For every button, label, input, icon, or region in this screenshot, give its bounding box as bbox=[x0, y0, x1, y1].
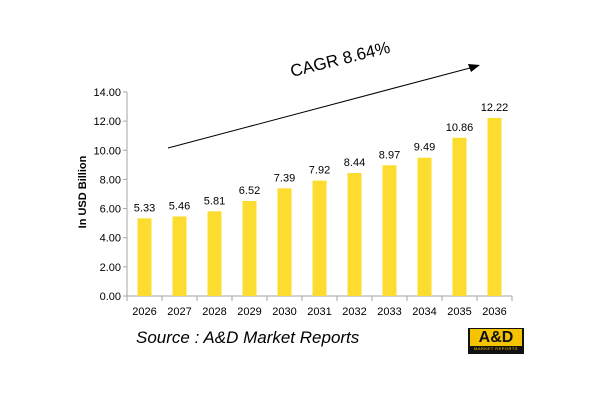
bar bbox=[207, 211, 222, 296]
y-tick-label: 14.00 bbox=[93, 87, 121, 99]
x-tick-label: 2029 bbox=[237, 306, 261, 318]
x-tick-label: 2031 bbox=[307, 306, 331, 318]
y-tick-label: 8.00 bbox=[100, 174, 121, 186]
x-tick-label: 2036 bbox=[482, 306, 506, 318]
y-tick-label: 12.00 bbox=[93, 116, 121, 128]
x-tick-label: 2030 bbox=[272, 306, 296, 318]
company-logo: A&D MARKET REPORTS bbox=[468, 328, 524, 354]
bar-value-label: 9.49 bbox=[414, 142, 435, 154]
logo-subtitle: MARKET REPORTS bbox=[474, 346, 518, 351]
bar bbox=[417, 157, 432, 296]
y-tick-label: 4.00 bbox=[100, 233, 121, 245]
bar-value-label: 8.44 bbox=[344, 157, 365, 169]
bar-value-label: 6.52 bbox=[239, 185, 260, 197]
y-tick-label: 10.00 bbox=[93, 145, 121, 157]
y-axis-label: In USD Billion bbox=[77, 155, 89, 228]
bar bbox=[277, 188, 292, 296]
bar-value-label: 5.33 bbox=[134, 202, 155, 214]
x-tick-label: 2034 bbox=[412, 306, 436, 318]
bar-value-label: 7.39 bbox=[274, 172, 295, 184]
x-tick-label: 2027 bbox=[167, 306, 191, 318]
x-tick-label: 2026 bbox=[132, 306, 156, 318]
bar-value-label: 5.46 bbox=[169, 200, 190, 212]
bar-value-label: 10.86 bbox=[446, 122, 474, 134]
chart-labels: 5.33 2026 5.46 2027 5.81 2028 6.52 2029 7.39 2030… bbox=[132, 102, 508, 318]
bar bbox=[172, 216, 187, 296]
cagr-annotation: CAGR 8.64% bbox=[288, 38, 392, 81]
bar bbox=[347, 173, 362, 296]
cagr-trend-arrow bbox=[167, 64, 480, 149]
trend-arrow-head bbox=[468, 64, 480, 72]
chart-bars bbox=[137, 117, 502, 297]
source-caption: Source : A&D Market Reports bbox=[136, 328, 360, 347]
chart-axes: 0.00 2.00 4.00 6.00 8.00 10.00 12.00 14.00 bbox=[93, 87, 513, 303]
logo-mark: A&D bbox=[470, 329, 522, 346]
x-tick-label: 2033 bbox=[377, 306, 401, 318]
bar bbox=[452, 137, 467, 296]
trend-arrow-line bbox=[167, 67, 471, 149]
y-tick-label: 6.00 bbox=[100, 204, 121, 216]
bar-value-label: 8.97 bbox=[379, 149, 400, 161]
bar bbox=[382, 165, 397, 296]
bar-value-label: 12.22 bbox=[481, 102, 509, 114]
bar-value-label: 5.81 bbox=[204, 195, 225, 207]
bar-value-label: 7.92 bbox=[309, 165, 330, 177]
bar bbox=[312, 180, 327, 296]
y-tick-label: 2.00 bbox=[100, 262, 121, 274]
y-tick-label: 0.00 bbox=[100, 291, 121, 303]
bar bbox=[242, 200, 257, 296]
x-tick-label: 2028 bbox=[202, 306, 226, 318]
bar bbox=[137, 218, 152, 296]
x-tick-label: 2032 bbox=[342, 306, 366, 318]
x-tick-label: 2035 bbox=[447, 306, 471, 318]
bar bbox=[487, 117, 502, 297]
